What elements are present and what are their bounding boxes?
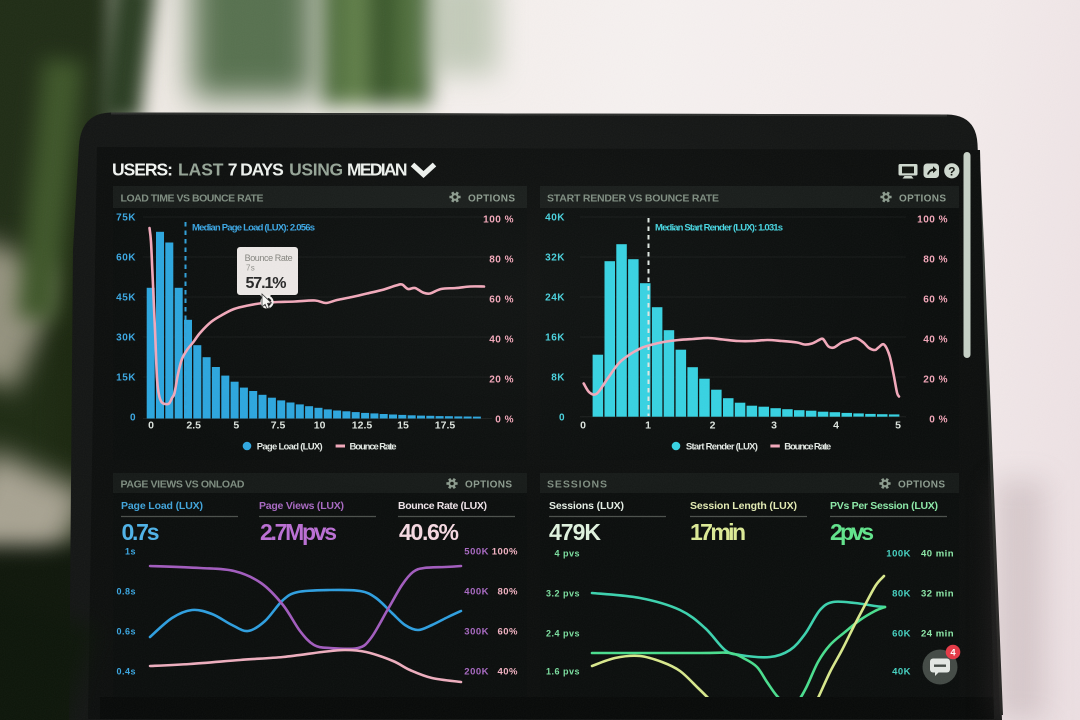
svg-text:15: 15 <box>397 420 409 432</box>
svg-text:479K: 479K <box>549 519 601 545</box>
svg-text:4: 4 <box>833 420 839 432</box>
svg-text:0.8s: 0.8s <box>116 587 136 597</box>
svg-text:USERS:: USERS: <box>112 160 173 180</box>
svg-text:100 %: 100 % <box>483 215 514 226</box>
svg-text:100K: 100K <box>886 549 911 560</box>
svg-text:LOAD TIME VS BOUNCE RATE: LOAD TIME VS BOUNCE RATE <box>121 193 264 205</box>
svg-text:5: 5 <box>233 420 239 432</box>
svg-text:100 %: 100 % <box>917 215 948 226</box>
svg-text:Bounce Rate: Bounce Rate <box>784 442 831 453</box>
svg-text:8K: 8K <box>551 373 565 384</box>
svg-text:?: ? <box>948 164 955 178</box>
svg-text:Page Views (LUX): Page Views (LUX) <box>259 500 344 512</box>
svg-text:0: 0 <box>580 420 586 432</box>
svg-text:3.2 pvs: 3.2 pvs <box>546 589 580 599</box>
svg-text:Start Render (LUX): Start Render (LUX) <box>686 442 758 453</box>
svg-text:40K: 40K <box>545 213 565 224</box>
svg-text:15K: 15K <box>116 373 136 384</box>
svg-text:2.7Mpvs: 2.7Mpvs <box>260 519 337 545</box>
svg-text:2: 2 <box>710 420 716 432</box>
svg-text:16K: 16K <box>545 333 565 344</box>
svg-text:1: 1 <box>645 420 651 432</box>
svg-text:2pvs: 2pvs <box>830 519 874 545</box>
svg-text:4: 4 <box>950 648 956 659</box>
svg-text:40.6%: 40.6% <box>399 519 459 545</box>
svg-text:2.5: 2.5 <box>186 420 201 432</box>
svg-text:Session Length (LUX): Session Length (LUX) <box>690 500 797 512</box>
svg-text:OPTIONS: OPTIONS <box>468 194 515 205</box>
svg-text:0: 0 <box>130 413 136 424</box>
svg-text:40 %: 40 % <box>489 335 514 346</box>
svg-text:Sessions (LUX): Sessions (LUX) <box>549 500 624 512</box>
svg-text:40%: 40% <box>497 667 518 678</box>
svg-text:0: 0 <box>559 413 565 424</box>
svg-text:4 pvs: 4 pvs <box>554 549 580 559</box>
svg-text:0.6s: 0.6s <box>116 627 136 637</box>
svg-text:Bounce Rate: Bounce Rate <box>245 253 293 263</box>
svg-text:200K: 200K <box>464 667 489 678</box>
svg-text:60 %: 60 % <box>489 295 514 306</box>
svg-text:80 %: 80 % <box>489 255 514 266</box>
svg-text:300K: 300K <box>464 627 489 638</box>
svg-text:3: 3 <box>771 420 777 432</box>
svg-text:PAGE VIEWS VS ONLOAD: PAGE VIEWS VS ONLOAD <box>121 479 245 491</box>
svg-text:60%: 60% <box>497 627 518 638</box>
svg-text:45K: 45K <box>116 293 136 304</box>
svg-text:PVs Per Session (LUX): PVs Per Session (LUX) <box>830 500 938 512</box>
svg-text:40 min: 40 min <box>921 549 954 560</box>
svg-text:LAST: LAST <box>178 160 224 180</box>
svg-text:60K: 60K <box>116 253 136 264</box>
svg-text:32 min: 32 min <box>921 589 954 600</box>
svg-text:7.5: 7.5 <box>271 420 286 432</box>
svg-text:OPTIONS: OPTIONS <box>899 194 946 205</box>
svg-text:1s: 1s <box>125 547 136 557</box>
svg-text:0 %: 0 % <box>495 415 514 426</box>
svg-text:OPTIONS: OPTIONS <box>465 480 512 491</box>
svg-text:0: 0 <box>148 420 154 432</box>
svg-text:24 min: 24 min <box>921 629 954 640</box>
svg-text:START RENDER VS BOUNCE RATE: START RENDER VS BOUNCE RATE <box>547 193 719 205</box>
svg-text:17min: 17min <box>690 519 746 545</box>
svg-text:USING: USING <box>289 160 343 180</box>
svg-text:60K: 60K <box>892 629 911 640</box>
svg-text:Page Load (LUX): Page Load (LUX) <box>121 500 203 512</box>
svg-text:17.5: 17.5 <box>435 420 456 432</box>
svg-text:30K: 30K <box>116 333 136 344</box>
svg-text:80%: 80% <box>497 587 518 598</box>
svg-text:2.4 pvs: 2.4 pvs <box>546 629 580 639</box>
svg-text:60 %: 60 % <box>923 295 948 306</box>
svg-text:24K: 24K <box>545 293 565 304</box>
svg-text:12.5: 12.5 <box>352 420 373 432</box>
svg-text:75K: 75K <box>116 213 136 224</box>
svg-text:80 %: 80 % <box>923 255 948 266</box>
svg-text:0 %: 0 % <box>929 415 948 426</box>
svg-text:Median Start Render (LUX): 1.0: Median Start Render (LUX): 1.031s <box>655 223 783 234</box>
svg-text:OPTIONS: OPTIONS <box>898 480 945 491</box>
svg-text:0.7s: 0.7s <box>122 519 160 545</box>
svg-text:57.1%: 57.1% <box>246 275 287 292</box>
svg-text:500K: 500K <box>464 547 489 558</box>
svg-text:7s: 7s <box>246 264 255 273</box>
svg-text:0.4s: 0.4s <box>116 667 136 677</box>
svg-text:7 DAYS: 7 DAYS <box>228 160 284 180</box>
svg-text:100%: 100% <box>492 547 518 558</box>
svg-text:10: 10 <box>314 420 326 432</box>
svg-text:SESSIONS: SESSIONS <box>547 479 607 491</box>
svg-text:Page Load (LUX): Page Load (LUX) <box>257 442 323 453</box>
svg-text:20 %: 20 % <box>489 375 514 386</box>
svg-text:80K: 80K <box>892 589 911 600</box>
svg-text:1.6 pvs: 1.6 pvs <box>546 667 580 677</box>
svg-text:Median Page Load (LUX): 2.056s: Median Page Load (LUX): 2.056s <box>192 223 315 234</box>
svg-text:5: 5 <box>895 420 901 432</box>
svg-text:400K: 400K <box>464 587 489 598</box>
svg-text:32K: 32K <box>545 253 565 264</box>
svg-text:40 %: 40 % <box>923 335 948 346</box>
svg-text:Bounce Rate: Bounce Rate <box>350 442 397 453</box>
svg-text:20 %: 20 % <box>923 375 948 386</box>
svg-text:Bounce Rate (LUX): Bounce Rate (LUX) <box>398 500 487 512</box>
svg-text:MEDIAN: MEDIAN <box>347 160 408 180</box>
svg-text:40K: 40K <box>892 667 911 678</box>
